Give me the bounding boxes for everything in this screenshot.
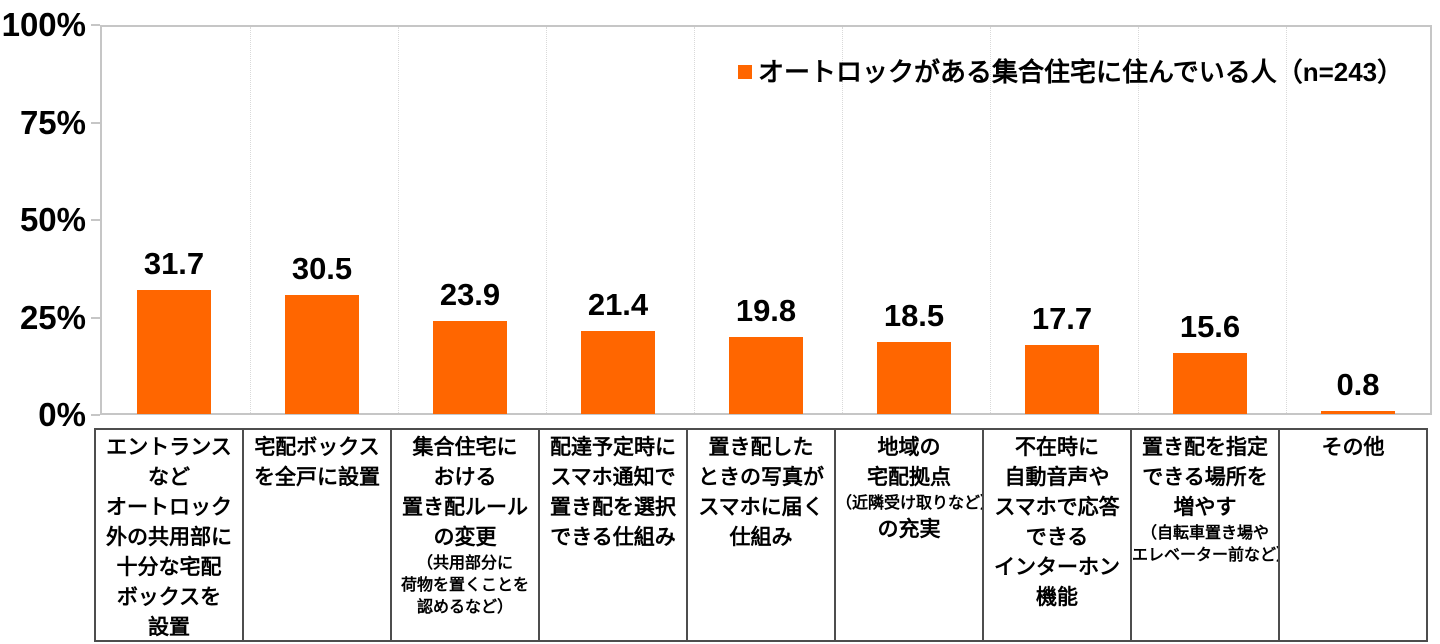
- category-label-line: 不在時に: [1015, 436, 1099, 459]
- category-label-line: 置き配を指定: [1142, 436, 1268, 459]
- bar-value-label: 15.6: [1179, 309, 1241, 344]
- category-label-line: など: [148, 466, 190, 489]
- bar: [433, 321, 507, 414]
- y-axis-tick-mark: [91, 24, 100, 26]
- category-label-line: 十分な宅配: [116, 556, 222, 579]
- category-label-line: （自転車置き場や: [1140, 525, 1269, 542]
- bar: [729, 337, 803, 414]
- category-label-line: 置き配した: [708, 436, 814, 459]
- category-label-cell: 宅配ボックス を全戸に設置: [244, 430, 392, 640]
- gridline-vertical: [398, 27, 399, 413]
- category-label-line: 機能: [1036, 586, 1078, 609]
- bar-value-label: 0.8: [1336, 367, 1380, 402]
- bar: [1173, 353, 1247, 414]
- category-label-line: （共用部分に: [416, 555, 513, 572]
- category-label-line: スマホで応答: [994, 496, 1120, 519]
- category-label-line: 配達予定時に: [550, 436, 676, 459]
- gridline-vertical: [546, 27, 547, 413]
- legend: オートロックがある集合住宅に住んでいる人（n=243）: [738, 56, 1403, 88]
- category-label-line: ボックスを: [116, 586, 222, 609]
- gridline-vertical: [1286, 27, 1287, 413]
- category-label-line: 集合住宅に: [412, 436, 518, 459]
- category-label-line: 仕組み: [729, 526, 793, 549]
- gridline-vertical: [1138, 27, 1139, 413]
- bar-value-label: 21.4: [587, 287, 649, 322]
- bar: [1025, 345, 1099, 414]
- category-label-cell: 配達予定時に スマホ通知で 置き配を選択 できる仕組み: [540, 430, 688, 640]
- category-label-line: オートロック: [106, 496, 232, 519]
- category-label-line: 宅配ボックス: [254, 436, 380, 459]
- y-axis-tick-label: 100%: [1, 6, 86, 43]
- category-label-line: エントランス: [106, 436, 232, 459]
- category-label-line: おける: [433, 466, 497, 489]
- y-axis-tick-label: 75%: [19, 103, 86, 141]
- y-axis-tick-label: 25%: [19, 298, 86, 336]
- bar: [137, 290, 211, 414]
- category-label-line: インターホン: [994, 556, 1120, 579]
- category-label-line: を全戸に設置: [254, 466, 380, 489]
- category-label-line: その他: [1321, 436, 1385, 459]
- category-label-line: エレベーター前など）: [1132, 547, 1280, 564]
- category-label-line: スマホ通知で: [550, 466, 676, 489]
- y-axis-tick-mark: [91, 414, 100, 416]
- y-axis-tick-mark: [91, 219, 100, 221]
- category-label-line: 認めるなど）: [416, 599, 513, 616]
- category-label-line: 置き配ルール: [402, 496, 528, 519]
- legend-label: オートロックがある集合住宅に住んでいる人（n=243）: [758, 57, 1404, 87]
- bar: [285, 295, 359, 414]
- category-label-cell: 集合住宅における置き配ルール の変更 （共用部分に 荷物を置くことを 認めるなど）: [392, 430, 540, 640]
- bar-value-label: 30.5: [291, 251, 353, 286]
- category-label-line: の変更: [433, 526, 497, 549]
- y-axis-tick-label: 50%: [19, 201, 86, 238]
- gridline-vertical: [990, 27, 991, 413]
- legend-marker-icon: [738, 65, 752, 79]
- category-label-cell: その他: [1280, 430, 1426, 640]
- bar-value-label: 19.8: [735, 293, 797, 328]
- y-axis-tick-label: 0%: [38, 396, 86, 433]
- category-label-cell: 置き配を指定 できる場所を 増やす （自転車置き場や エレベーター前など）: [1132, 430, 1280, 640]
- category-label-line: 外の共用部に: [106, 526, 232, 549]
- bar: [1321, 411, 1395, 414]
- category-label-line: 設置: [148, 616, 190, 639]
- gridline-vertical: [842, 27, 843, 413]
- category-label-line: ときの写真が: [698, 466, 824, 489]
- bar-value-label: 18.5: [883, 298, 945, 333]
- category-label-cell: エントランス などオートロック 外の共用部に 十分な宅配ボックスを設置: [96, 430, 244, 640]
- category-label-line: 宅配拠点: [867, 466, 951, 489]
- category-label-line: 地域の: [877, 436, 941, 459]
- bar-value-label: 23.9: [439, 277, 501, 312]
- category-label-cell: 置き配したときの写真が スマホに届く 仕組み: [688, 430, 836, 640]
- category-label-line: 増やす: [1173, 496, 1237, 519]
- category-label-cell: 不在時に自動音声やスマホで応答 できるインターホン 機能: [984, 430, 1132, 640]
- category-label-cell: 地域の宅配拠点 （近隣受け取りなど） の充実: [836, 430, 984, 640]
- category-label-line: の充実: [877, 518, 941, 541]
- y-axis-tick-mark: [91, 121, 100, 124]
- category-label-line: できる仕組み: [550, 526, 676, 549]
- bar: [581, 331, 655, 414]
- bar-value-label: 31.7: [143, 246, 205, 281]
- category-label-line: できる場所を: [1142, 466, 1268, 489]
- gridline-vertical: [694, 27, 695, 413]
- category-label-line: 自動音声や: [1004, 466, 1110, 489]
- bar: [877, 342, 951, 414]
- gridline-vertical: [250, 27, 251, 413]
- category-label-table: エントランス など オートロック 外の共用部に 十分な宅配 ボックスを 設置 宅配ボックス を全…: [94, 428, 1428, 642]
- bar-value-label: 17.7: [1031, 301, 1093, 336]
- category-label-line: スマホに届く: [698, 496, 824, 519]
- y-axis-tick-mark: [91, 316, 100, 319]
- category-label-line: できる: [1025, 526, 1089, 549]
- category-label-line: 荷物を置くことを: [400, 577, 529, 594]
- category-label-line: 置き配を選択: [550, 496, 676, 519]
- category-label-line: （近隣受け取りなど）: [836, 495, 984, 512]
